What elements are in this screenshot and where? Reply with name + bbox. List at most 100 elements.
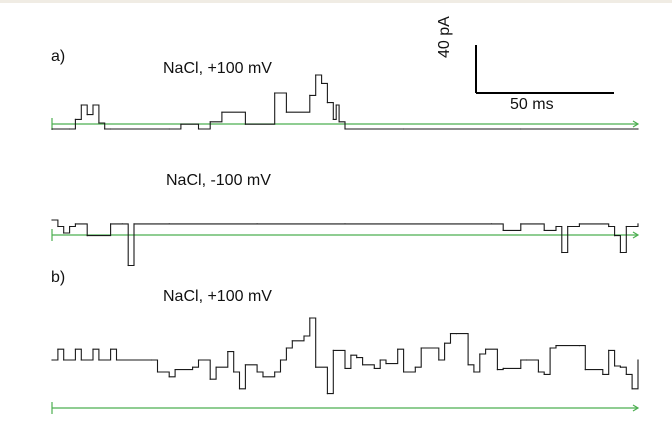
trace-3-point [496,369,498,371]
trace-3-point [197,359,200,361]
trace-2-point [127,264,129,267]
trace-3-point [332,349,334,351]
trace-3-point [549,347,551,349]
trace-3-point [520,359,522,361]
trace-3-point [444,342,446,344]
trace-3-point [602,373,604,375]
trace-1-point [197,128,200,130]
trace-1-point [221,111,223,113]
trace-2-point [502,229,504,231]
trace-3-point [344,367,346,369]
trace-3-point [414,366,416,368]
trace-3-point [637,359,639,361]
trace-2-point [57,225,59,228]
current-trace-3 [52,317,639,395]
trace-3-point [238,388,241,390]
scale-bar-time-label: 50 ms [510,96,554,113]
trace-3-point [57,348,59,350]
condition-label-b-positive: NaCl, +100 mV [163,288,272,305]
trace-2-point [619,251,622,254]
trace-3-point [115,359,118,361]
trace-3-point [578,345,581,347]
trace-3-point [51,359,53,361]
trace-3-point [449,333,452,335]
current-trace-2 [52,219,639,267]
trace-3-point [291,340,293,342]
trace-2-point [168,223,170,225]
trace-3-point [455,333,457,335]
trace-3-point [584,369,586,371]
trace-1-point [274,92,276,94]
trace-3-point [502,367,504,369]
trace-3-point [397,348,399,350]
baseline-2-arrowhead [632,231,640,239]
trace-2-point [578,223,581,225]
trace-3-point [151,359,153,361]
baseline-1-arrowhead [632,120,640,128]
trace-2-point [567,225,569,228]
trace-2-point [543,229,545,231]
condition-label-a-positive: NaCl, +100 mV [163,60,272,77]
trace-3-point [285,347,287,349]
trace-3-point [74,348,76,350]
trace-3-point [110,348,112,350]
trace-1-point [74,118,76,120]
trace-3-point [362,364,364,366]
trace-1-point [335,104,337,106]
trace-1-point [180,123,182,125]
trace-3-point [467,364,469,366]
trace-3-point [479,353,481,355]
trace-1-point [321,82,323,84]
trace-3-point [420,347,422,349]
trace-3-point [379,359,381,361]
trace-3-point [215,366,217,368]
trace-1-point [209,121,211,123]
trace-2-point [74,223,76,225]
trace-1-point [338,121,340,123]
trace-2-point [625,225,627,228]
trace-3-point [168,376,170,378]
trace-3-point [631,388,633,390]
trace-2-point [110,223,112,225]
trace-3-point [279,359,282,361]
trace-2-point [86,235,88,237]
traces-group [51,74,639,395]
trace-3-point [485,348,487,350]
panel-label-b: b) [51,269,66,286]
trace-1-point [98,122,100,124]
trace-1-point [315,74,317,76]
trace-3-point [233,371,235,373]
baseline-3-arrowhead [632,404,640,412]
trace-3-point [543,373,545,375]
trace-3-point [526,359,528,361]
trace-1-point [326,102,328,104]
trace-3-point [614,365,616,367]
trace-3-point [373,367,375,369]
trace-3-point [625,373,627,375]
trace-1-point [80,104,82,106]
trace-2-point [490,223,493,225]
trace-1-point [92,104,94,106]
condition-label-a-negative: NaCl, -100 mV [166,172,271,189]
current-trace-1 [52,74,638,130]
trace-3-point [326,393,328,395]
trace-3-point [227,351,229,353]
trace-3-point [98,359,100,361]
trace-1-point [104,128,106,130]
trace-3-point [262,376,264,378]
trace-2-point [614,235,616,237]
trace-2-point [608,225,610,228]
trace-2-point [520,223,522,225]
trace-2-point [51,219,53,221]
trace-3-point [63,359,65,361]
trace-3-point [403,371,405,373]
top-rule [0,0,672,3]
trace-1-point [244,123,246,125]
trace-3-point [80,359,82,361]
trace-3-point [309,317,311,319]
trace-3-point [356,357,358,359]
trace-3-point [274,371,276,373]
trace-2-point [637,223,639,225]
trace-3-point [385,363,387,365]
